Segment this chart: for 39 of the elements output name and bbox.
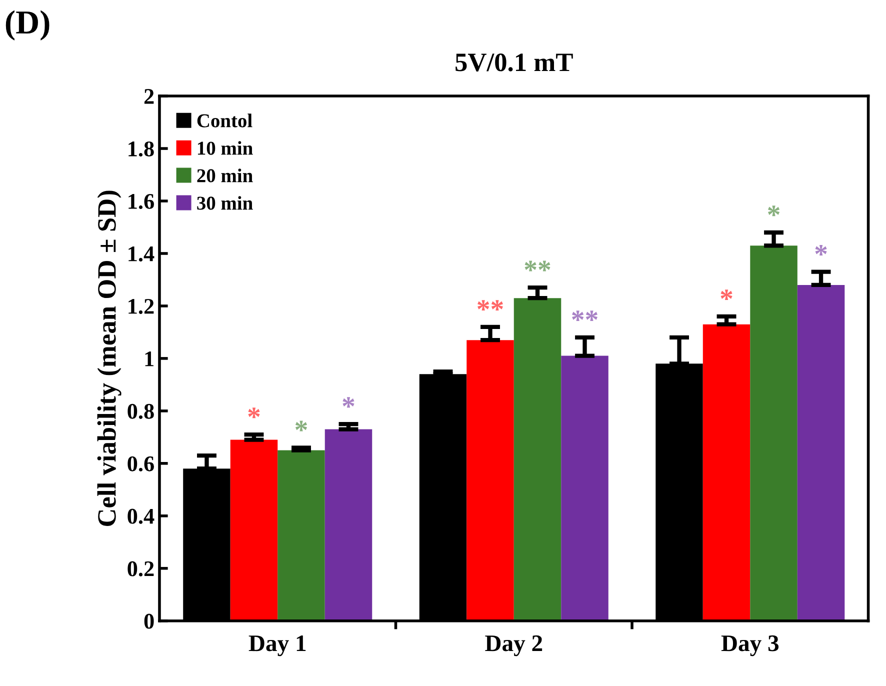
bar	[278, 450, 325, 621]
data-label: *	[768, 206, 780, 216]
bar	[466, 340, 514, 621]
y-tick-label: 1.8	[128, 141, 154, 157]
y-tick-label: 1	[145, 351, 154, 366]
data-label: **	[524, 260, 550, 272]
x-tick-label: Day 1	[248, 635, 306, 656]
data-label: *	[295, 420, 308, 432]
text: (D)	[6, 10, 50, 41]
bar	[324, 429, 372, 621]
y-axis-title: Cell viability (mean OD ± SD)	[97, 190, 122, 526]
data-label: *	[815, 244, 827, 256]
legend-label: 20 min	[197, 168, 253, 182]
chart-title: 5V/0.1 mT	[456, 53, 573, 72]
data-label: *	[248, 408, 260, 418]
legend-label: Contol	[197, 114, 252, 128]
data-label: *	[720, 290, 732, 300]
bar	[561, 356, 608, 621]
y-tick-label: 0	[144, 614, 154, 629]
y-tick-label: 1.2	[128, 298, 154, 314]
bar	[750, 246, 798, 621]
bar	[797, 284, 845, 621]
legend-label: 30 min	[197, 196, 253, 210]
bar	[514, 298, 562, 621]
data-label: *	[342, 397, 354, 408]
y-tick-label: 2	[144, 89, 154, 104]
data-label: **	[572, 310, 598, 322]
bar	[702, 324, 750, 621]
data-label: **	[478, 300, 503, 311]
y-tick-label: 0.6	[128, 456, 154, 472]
y-tick-label: 0.8	[128, 404, 154, 419]
y-tick-label: 0.2	[128, 561, 154, 576]
bar	[230, 440, 278, 621]
x-tick-label: Day 2	[485, 635, 542, 656]
x-tick-label: Day 3	[721, 635, 779, 656]
y-tick-label: 1.4	[128, 246, 154, 262]
y-tick-label: 0.4	[128, 508, 154, 524]
y-tick-label: 1.6	[128, 194, 154, 210]
legend-label: 10 min	[198, 141, 253, 155]
